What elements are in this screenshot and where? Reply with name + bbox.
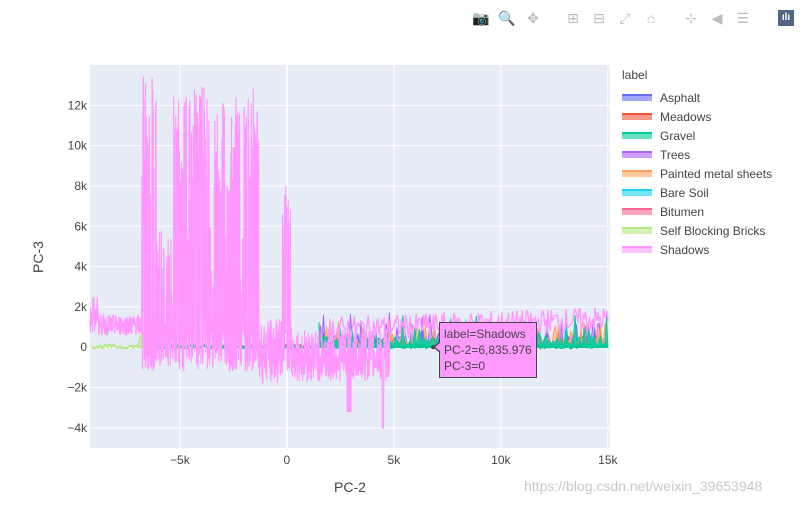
legend-label: Self Blocking Bricks	[660, 223, 766, 238]
x-tick-label: −5k	[170, 453, 191, 467]
camera-icon[interactable]: 📷	[472, 10, 490, 26]
x-tick-label: 15k	[598, 453, 618, 467]
y-tick-label: −2k	[67, 381, 88, 395]
modebar: 📷 🔍 ✥ ⊞ ⊟ ⤢ ⌂ ⊹ ◀ ☰ ılı	[470, 8, 794, 28]
legend: label Asphalt Meadows Gravel Trees Painted m…	[622, 68, 772, 259]
legend-item[interactable]: Asphalt	[622, 88, 772, 107]
zoom-icon[interactable]: 🔍	[498, 10, 516, 26]
legend-swatch	[622, 170, 652, 177]
legend-swatch	[622, 94, 652, 101]
legend-item[interactable]: Gravel	[622, 126, 772, 145]
legend-item[interactable]: Shadows	[622, 240, 772, 259]
legend-label: Asphalt	[660, 90, 701, 105]
legend-swatch	[622, 208, 652, 215]
y-tick-label: 2k	[74, 300, 88, 314]
x-tick-label: 5k	[388, 453, 402, 467]
y-tick-label: 12k	[68, 98, 88, 112]
legend-item[interactable]: Self Blocking Bricks	[622, 221, 772, 240]
legend-swatch	[622, 151, 652, 158]
spike-lines-icon[interactable]: ⊹	[685, 10, 697, 26]
legend-item[interactable]: Meadows	[622, 107, 772, 126]
hover-tooltip: label=Shadows PC-2=6,835.976 PC-3=0	[433, 322, 537, 378]
zoom-out-icon[interactable]: ⊟	[593, 10, 605, 26]
y-tick-label: 4k	[74, 260, 88, 274]
hover-compare-icon[interactable]: ☰	[736, 10, 750, 26]
legend-label: Bitumen	[660, 204, 705, 219]
y-tick-label: 0	[80, 340, 87, 354]
axes: −5k 0 5k 10k 15k −4k −2k 0 2k 4k 6k 8k 10k 12k	[67, 98, 618, 467]
legend-item[interactable]: Painted metal sheets	[622, 164, 772, 183]
legend-swatch	[622, 132, 652, 139]
tooltip-x-line: PC-2=6,835.976	[444, 343, 532, 357]
legend-title: label	[622, 68, 648, 82]
legend-label: Meadows	[660, 109, 712, 124]
legend-label: Painted metal sheets	[660, 166, 773, 181]
y-tick-label: −4k	[67, 421, 88, 435]
legend-items: Asphalt Meadows Gravel Trees Painted metal s…	[622, 88, 772, 259]
legend-swatch	[622, 113, 652, 120]
legend-label: Trees	[660, 147, 691, 162]
autoscale-icon[interactable]: ⤢	[619, 10, 631, 26]
tooltip-y-line: PC-3=0	[444, 359, 486, 373]
legend-item[interactable]: Bare Soil	[622, 183, 772, 202]
legend-swatch	[622, 227, 652, 234]
series-shadows[interactable]	[89, 76, 390, 429]
plotly-logo-icon[interactable]: ılı	[778, 10, 794, 26]
hover-closest-icon[interactable]: ◀	[711, 10, 723, 26]
x-tick-label: 10k	[491, 453, 511, 467]
y-tick-label: 6k	[74, 219, 88, 233]
legend-item[interactable]: Trees	[622, 145, 772, 164]
x-axis-title: PC-2	[334, 479, 366, 495]
tooltip-label-line: label=Shadows	[444, 327, 526, 341]
y-tick-label: 10k	[68, 139, 88, 153]
legend-label: Bare Soil	[660, 185, 709, 200]
legend-label: Gravel	[660, 128, 696, 143]
legend-item[interactable]: Bitumen	[622, 202, 772, 221]
watermark: https://blog.csdn.net/weixin_39653948	[524, 478, 763, 494]
legend-swatch	[622, 246, 652, 253]
pan-icon[interactable]: ✥	[527, 10, 539, 26]
legend-label: Shadows	[660, 242, 710, 257]
x-tick-label: 0	[284, 453, 291, 467]
y-axis-title: PC-3	[30, 241, 46, 273]
y-tick-label: 8k	[74, 179, 88, 193]
series-shadows[interactable]	[328, 307, 609, 342]
legend-swatch	[622, 189, 652, 196]
home-icon[interactable]: ⌂	[646, 10, 656, 26]
zoom-in-icon[interactable]: ⊞	[567, 10, 579, 26]
